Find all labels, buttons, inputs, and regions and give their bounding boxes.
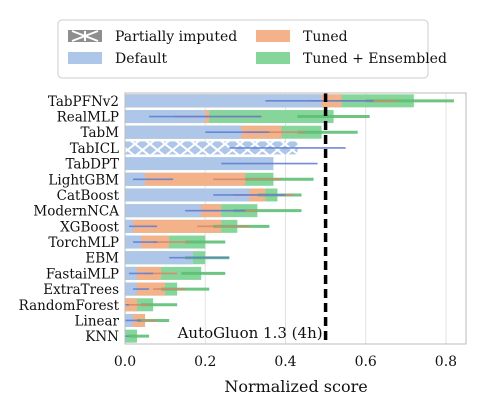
reference-label: AutoGluon 1.3 (4h) bbox=[177, 324, 323, 342]
y-tick-label-tabm: TabM bbox=[81, 125, 120, 141]
legend-hatch-icon bbox=[71, 30, 99, 42]
legend-swatch-ensembled bbox=[256, 52, 290, 64]
legend-entry-partial: Partially imputed bbox=[68, 29, 237, 45]
bar-default-ebm bbox=[125, 251, 194, 265]
y-tick-label-knn: KNN bbox=[85, 329, 119, 345]
y-tick-label-catboost: CatBoost bbox=[57, 188, 120, 204]
bar-default-tabdpt bbox=[125, 157, 274, 171]
y-tick-label-modernnca: ModernNCA bbox=[33, 204, 119, 220]
x-tick-label-3: 0.6 bbox=[355, 354, 377, 370]
y-tick-label-tabpfnv2: TabPFNv2 bbox=[48, 94, 119, 110]
legend-entry-ensembled: Tuned + Ensembled bbox=[256, 51, 447, 67]
bar-default-catboost bbox=[125, 188, 250, 202]
bar-tuned-lightgbm bbox=[125, 172, 246, 186]
x-tick-labels: 0.0 0.2 0.4 0.6 0.8 bbox=[114, 354, 457, 370]
legend-entry-tuned: Tuned bbox=[256, 29, 348, 45]
x-axis-label: Normalized score bbox=[224, 377, 367, 396]
bar-default-modernnca bbox=[125, 204, 202, 218]
x-tick-label-1: 0.2 bbox=[194, 354, 216, 370]
y-tick-label-fastaimlp: FastaiMLP bbox=[46, 266, 119, 282]
bar-default-tabpfnv2 bbox=[125, 94, 322, 108]
error-bars bbox=[125, 99, 454, 338]
x-tick-label-4: 0.8 bbox=[435, 354, 457, 370]
x-tick-label-2: 0.4 bbox=[274, 354, 296, 370]
plot-area: AutoGluon 1.3 (4h) TabPFNv2RealMLPTabMTa… bbox=[19, 92, 467, 370]
legend-frame bbox=[57, 19, 429, 79]
bar-default-extratrees bbox=[125, 282, 138, 296]
y-tick-labels: TabPFNv2RealMLPTabMTabICLTabDPTLightGBMC… bbox=[19, 94, 120, 345]
legend-swatch-default bbox=[68, 52, 102, 64]
bar-default-tabm bbox=[125, 125, 242, 139]
legend-label-default: Default bbox=[115, 51, 168, 67]
y-tick-label-realmlp: RealMLP bbox=[57, 110, 119, 126]
y-tick-label-lightgbm: LightGBM bbox=[48, 172, 119, 188]
y-tick-label-xgboost: XGBoost bbox=[60, 219, 119, 235]
legend-label-partial: Partially imputed bbox=[115, 29, 237, 45]
bar-default-partial-tabicl bbox=[125, 141, 298, 155]
legend-label-tuned: Tuned bbox=[303, 29, 348, 45]
bar-tuned-xgboost bbox=[125, 219, 222, 233]
legend-entry-default: Default bbox=[68, 51, 168, 67]
y-tick-label-tabdpt: TabDPT bbox=[65, 157, 119, 173]
y-tick-label-randomforest: RandomForest bbox=[19, 298, 120, 314]
y-tick-label-ebm: EBM bbox=[85, 251, 119, 267]
x-tick-label-0: 0.0 bbox=[114, 354, 136, 370]
y-tick-label-tabicl: TabICL bbox=[70, 141, 119, 157]
y-tick-label-linear: Linear bbox=[75, 313, 120, 329]
plot-frame bbox=[124, 92, 467, 345]
y-tick-label-extratrees: ExtraTrees bbox=[43, 282, 119, 298]
legend-swatch-tuned bbox=[256, 30, 290, 42]
legend-label-ensembled: Tuned + Ensembled bbox=[303, 51, 447, 67]
y-tick-label-torchmlp: TorchMLP bbox=[48, 235, 119, 251]
legend: Partially imputed Tuned Default Tuned + … bbox=[57, 19, 447, 79]
